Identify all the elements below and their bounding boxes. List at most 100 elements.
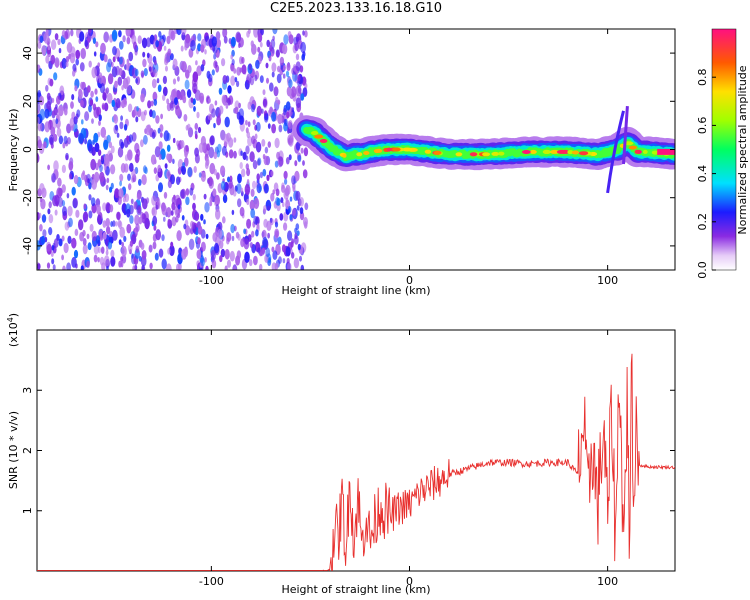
noise-blob: [91, 66, 97, 79]
noise-blob: [106, 265, 109, 270]
ridge-hotspot: [491, 151, 500, 156]
noise-blob: [82, 211, 89, 223]
noise-blob: [114, 80, 118, 89]
noise-blob: [200, 44, 205, 53]
noise-blob: [172, 88, 178, 98]
noise-blob: [267, 123, 271, 129]
noise-blob: [279, 67, 284, 76]
noise-blob: [45, 55, 50, 64]
ridge-hotspot: [628, 145, 637, 150]
noise-blob: [148, 66, 152, 72]
noise-blob: [232, 189, 237, 197]
noise-blob: [175, 209, 179, 215]
noise-blob: [151, 78, 157, 89]
noise-blob: [259, 41, 263, 48]
ridge-hotspot: [542, 149, 550, 154]
noise-blob: [255, 121, 261, 132]
noise-blob: [86, 85, 91, 93]
noise-blob: [185, 188, 190, 196]
noise-blob: [48, 214, 54, 224]
noise-blob: [288, 79, 293, 88]
noise-blob: [88, 29, 92, 34]
noise-blob: [176, 230, 182, 242]
noise-blob: [150, 100, 154, 107]
noise-blob: [61, 235, 65, 242]
noise-blob: [216, 38, 221, 49]
noise-blob: [157, 127, 161, 134]
noise-blob: [300, 41, 306, 54]
noise-blob: [82, 238, 87, 246]
noise-blob: [102, 92, 107, 101]
ridge-hotspot: [579, 151, 589, 156]
noise-blob: [39, 197, 43, 203]
noise-blob: [59, 85, 65, 96]
noise-blob: [82, 229, 86, 237]
noise-blob: [285, 70, 290, 78]
noise-blob: [297, 75, 301, 82]
noise-blob: [105, 202, 111, 213]
noise-blob: [119, 40, 124, 50]
ridge-hotspot: [342, 153, 347, 158]
noise-blob: [231, 235, 235, 242]
noise-blob: [116, 211, 121, 221]
noise-blob: [300, 264, 305, 270]
noise-blob: [41, 45, 47, 56]
noise-blob: [187, 123, 191, 131]
noise-blob: [263, 205, 267, 213]
noise-blob: [200, 64, 205, 72]
noise-blob: [250, 208, 256, 219]
noise-blob: [171, 202, 176, 211]
colorbar-label: Normalized spectral amplitude: [736, 65, 749, 234]
noise-blob: [266, 39, 271, 48]
noise-blob: [155, 229, 161, 241]
noise-blob: [110, 249, 115, 258]
noise-blob: [167, 218, 171, 225]
noise-blob: [95, 96, 99, 102]
noise-blob: [184, 79, 190, 90]
noise-blob: [76, 109, 81, 118]
noise-blob: [254, 74, 258, 82]
noise-blob: [191, 221, 196, 230]
noise-blob: [194, 153, 200, 164]
noise-blob: [223, 133, 230, 145]
noise-blob: [121, 254, 127, 264]
noise-blob: [46, 241, 52, 252]
noise-blob: [246, 168, 251, 177]
noise-blob: [66, 123, 72, 134]
noise-blob: [174, 194, 181, 207]
noise-blob: [116, 132, 120, 138]
noise-blob: [107, 92, 113, 104]
noise-blob: [302, 169, 308, 179]
noise-blob: [217, 143, 222, 153]
noise-blob: [249, 151, 255, 163]
noise-blob: [119, 180, 122, 187]
noise-blob: [213, 242, 220, 254]
noise-blob: [46, 92, 51, 101]
noise-blob: [230, 36, 236, 48]
noise-blob: [288, 154, 292, 161]
noise-blob: [66, 193, 70, 199]
noise-blob: [100, 155, 104, 162]
noise-blob: [64, 108, 68, 116]
noise-blob: [138, 216, 143, 225]
noise-blob: [254, 133, 258, 140]
noise-blob: [267, 232, 270, 239]
noise-blob: [135, 245, 140, 253]
noise-blob: [235, 255, 241, 266]
noise-blob: [164, 163, 168, 169]
noise-blob: [88, 60, 92, 68]
noise-blob: [180, 165, 184, 172]
noise-blob: [65, 154, 69, 160]
ridge-hotspot: [556, 149, 567, 154]
noise-blob: [161, 202, 166, 212]
noise-blob: [265, 247, 271, 258]
noise-blob: [280, 197, 284, 204]
noise-blob: [283, 222, 288, 231]
snr-y-multiplier-prefix: (x10: [7, 322, 20, 347]
colorbar-tick-label: 0.6: [696, 117, 709, 134]
noise-blob: [196, 111, 200, 119]
noise-blob: [89, 99, 94, 106]
noise-blob: [220, 165, 226, 177]
noise-blob: [78, 89, 83, 100]
noise-blob: [127, 149, 133, 161]
